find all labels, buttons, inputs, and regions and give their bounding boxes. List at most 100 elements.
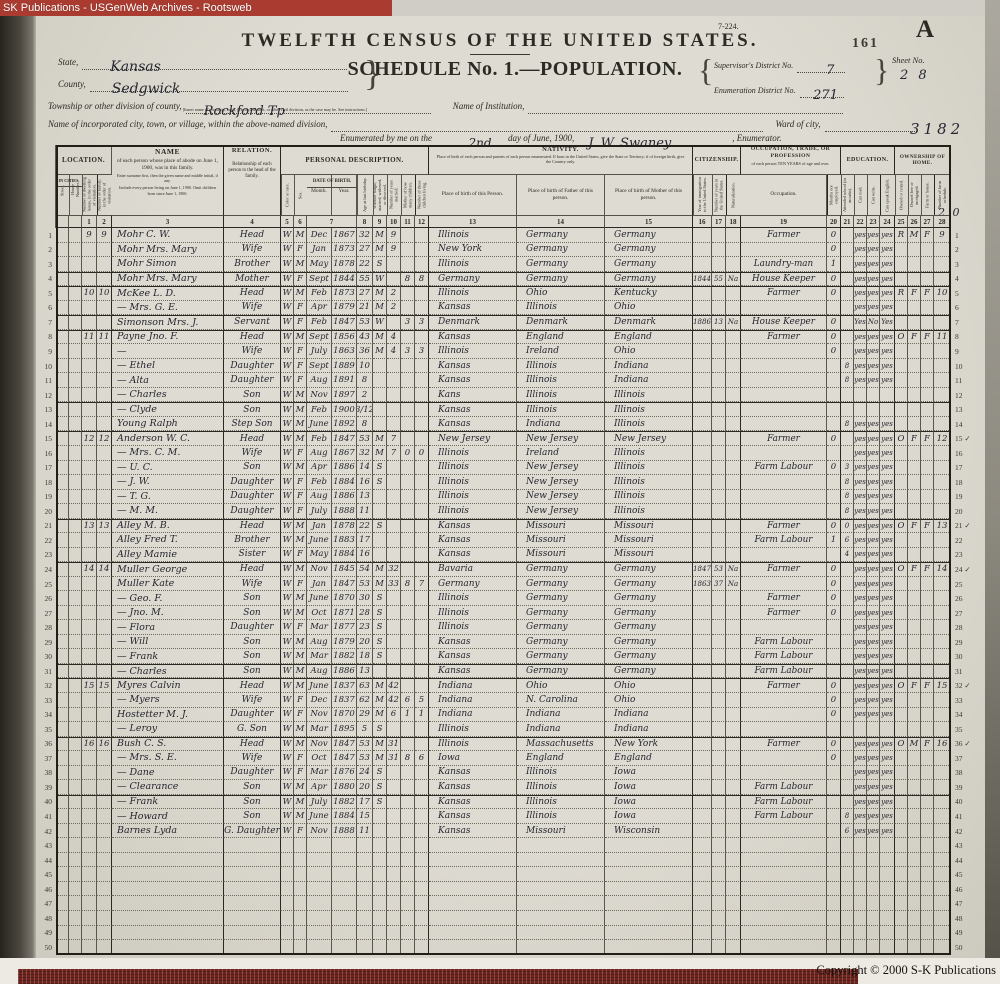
cell-dwelling — [82, 315, 97, 330]
cell-school_months: 4 — [841, 547, 854, 563]
cell-children_living: 7 — [415, 576, 429, 592]
cell-mother_of — [401, 838, 415, 853]
cell-free_or_mortgaged: F — [908, 678, 921, 693]
cell-marital: M — [373, 693, 387, 708]
cell-speaks_english: yes — [880, 445, 895, 461]
cell-years_married — [387, 475, 401, 490]
cell-naturalization — [726, 780, 741, 795]
cell-year: 1878 — [332, 257, 357, 272]
line-number-right: 13 — [955, 405, 963, 415]
cell-children_living — [415, 358, 429, 374]
cell-month: Mar — [307, 722, 332, 737]
cell-school_months: 8 — [841, 358, 854, 374]
cell-age: 20 — [357, 634, 373, 650]
cell-months_unemployed — [827, 838, 841, 853]
cell-name: — Leroy — [112, 722, 224, 737]
cell-school_months — [841, 649, 854, 664]
cell-mother_birthplace: Indiana — [605, 358, 693, 374]
cell-school_months — [841, 344, 854, 359]
cell-street — [56, 649, 69, 664]
cell-children_living — [415, 489, 429, 505]
cell-can_write — [867, 925, 880, 941]
cell-children_living — [415, 620, 429, 635]
cell-color: W — [281, 387, 294, 403]
cell-children_living — [415, 910, 429, 926]
column-number: 3 — [112, 215, 224, 228]
cell-month: Nov — [307, 823, 332, 839]
cell-months_unemployed: 0 — [827, 286, 841, 301]
cell-naturalization — [726, 344, 741, 359]
cell-years_in_us — [712, 634, 726, 650]
cell-dwelling — [82, 387, 97, 403]
cell-children_living: 8 — [415, 271, 429, 287]
cell-home_owned: O — [895, 518, 908, 534]
cell-can_read: yes — [854, 620, 867, 635]
cell-immigration_year — [693, 896, 712, 911]
cell-immigration_year — [693, 736, 712, 752]
cell-years_married — [387, 387, 401, 403]
cell-years_married — [387, 271, 401, 287]
cell-mother_birthplace: England — [605, 329, 693, 345]
cell-years_in_us — [712, 402, 726, 417]
cell-dwelling: 10 — [82, 286, 97, 301]
cell-dwelling — [82, 475, 97, 490]
group-education: EDUCATION. — [841, 145, 895, 175]
cell-occupation — [741, 402, 827, 417]
cell-name: — Frank — [112, 649, 224, 664]
cell-age: 53 — [357, 751, 373, 766]
line-number-left: 25 — [44, 579, 53, 589]
cell-years_in_us — [712, 794, 726, 810]
cell-mother_birthplace: Illinois — [605, 416, 693, 432]
cell-father_birthplace: Illinois — [517, 402, 605, 417]
cell-occupation — [741, 489, 827, 505]
cell-birthplace: Kansas — [429, 358, 517, 374]
cell-sex — [294, 896, 307, 911]
cell-months_unemployed: 0 — [827, 605, 841, 621]
cell-can_write: yes — [867, 416, 880, 432]
line-number-right: 20 — [955, 506, 963, 516]
state-label: State, — [58, 57, 79, 67]
cell-occupation — [741, 707, 827, 723]
cell-family — [97, 402, 112, 417]
cell-house — [69, 431, 82, 446]
cell-years_in_us — [712, 344, 726, 359]
cell-months_unemployed — [827, 852, 841, 868]
cell-can_write — [867, 867, 880, 882]
cell-children_living — [415, 823, 429, 839]
cell-name: — Flora — [112, 620, 224, 635]
col-farm-house: Farm or house. — [921, 175, 934, 215]
line-number-left: 18 — [44, 477, 53, 487]
cell-relation: Head — [224, 736, 281, 752]
cell-mother_birthplace: Iowa — [605, 780, 693, 795]
column-number: 18 — [726, 215, 741, 228]
cell-children_living — [415, 475, 429, 490]
cell-school_months — [841, 228, 854, 243]
cell-father_birthplace: Illinois — [517, 387, 605, 403]
cell-school_months — [841, 910, 854, 926]
cell-relation: Son — [224, 809, 281, 824]
cell-years_in_us — [712, 504, 726, 519]
cell-house — [69, 358, 82, 374]
column-number: 12 — [415, 215, 429, 228]
cell-father_birthplace: Germany — [517, 591, 605, 606]
cell-mother_birthplace — [605, 881, 693, 897]
line-number-left: 30 — [44, 652, 53, 662]
cell-home_owned — [895, 387, 908, 403]
cell-children_living — [415, 634, 429, 650]
cell-months_unemployed — [827, 867, 841, 882]
cell-street — [56, 896, 69, 911]
cell-mother_of — [401, 649, 415, 664]
cell-color: W — [281, 402, 294, 417]
cell-age: 32 — [357, 445, 373, 461]
line-number-left: 47 — [44, 899, 53, 909]
cell-color: W — [281, 460, 294, 476]
cell-sex — [294, 867, 307, 882]
cell-home_owned — [895, 373, 908, 388]
cell-street — [56, 940, 69, 955]
date-of-birth-label: DATE OF BIRTH. — [307, 175, 357, 188]
cell-mother_birthplace: Denmark — [605, 315, 693, 330]
cell-years_married — [387, 896, 401, 911]
county-line: County, Sedgwick — [58, 74, 348, 97]
cell-birthplace: Illinois — [429, 344, 517, 359]
cell-immigration_year — [693, 663, 712, 679]
